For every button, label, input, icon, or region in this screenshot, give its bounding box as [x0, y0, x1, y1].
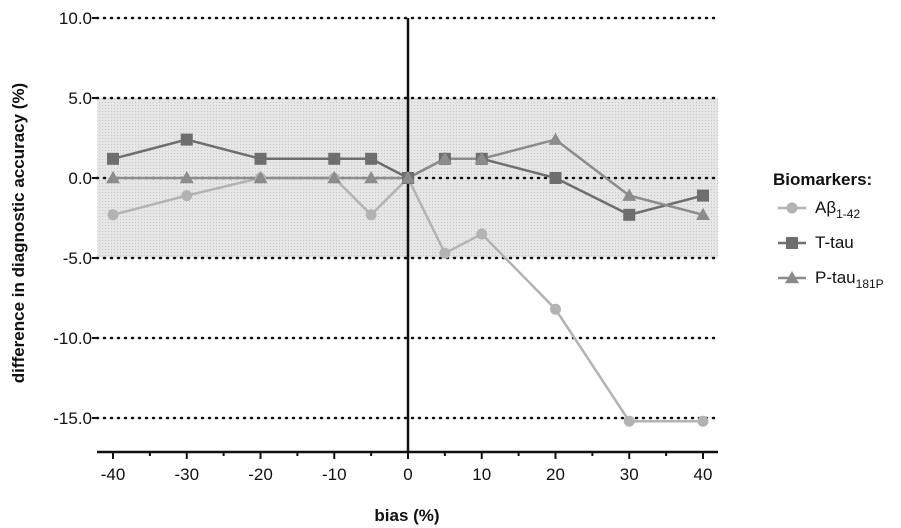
data-point	[622, 188, 637, 201]
data-point	[697, 189, 709, 202]
y-axis-title: difference in diagnostic accuracy (%)	[9, 83, 28, 383]
x-tick-label: 0	[403, 465, 412, 484]
data-point	[365, 209, 377, 221]
legend-label: Aβ1-42	[815, 198, 860, 221]
x-tick-label: 30	[620, 465, 639, 484]
legend-label: T-tau	[815, 233, 854, 252]
data-point	[623, 415, 635, 427]
data-point	[253, 171, 268, 184]
data-point	[365, 152, 378, 165]
x-tick-label: -30	[174, 465, 199, 484]
y-tick-label: 0.0	[68, 169, 92, 188]
x-tick-label: 20	[546, 465, 565, 484]
data-point	[439, 247, 451, 259]
legend-marker	[785, 271, 799, 284]
data-point	[696, 207, 710, 221]
data-point	[180, 133, 193, 146]
x-tick-label: -40	[101, 465, 126, 484]
data-point	[623, 208, 636, 221]
data-point	[327, 171, 342, 184]
data-point	[401, 171, 415, 184]
data-point	[474, 151, 489, 165]
data-point	[254, 152, 267, 165]
data-point	[364, 171, 379, 184]
data-point	[106, 171, 120, 184]
legend-label: P-tau181P	[815, 268, 884, 291]
x-axis-title: bias (%)	[374, 506, 439, 525]
y-tick-label: -5.0	[63, 249, 92, 268]
x-tick-label: -10	[322, 465, 347, 484]
legend-marker	[786, 237, 798, 249]
data-point	[107, 152, 119, 165]
x-tick-label: -20	[248, 465, 273, 484]
x-tick-label: 40	[694, 465, 713, 484]
data-point	[437, 151, 452, 165]
y-tick-label: -10.0	[53, 329, 92, 348]
y-tick-label: -15.0	[53, 409, 92, 428]
y-tick-label: 10.0	[59, 9, 92, 28]
data-point	[107, 209, 119, 221]
legend: Biomarkers: Aβ1-42 T-tau P-tau181P	[773, 170, 884, 291]
data-point	[697, 415, 709, 427]
legend-title: Biomarkers:	[773, 170, 872, 189]
data-point	[549, 172, 562, 184]
y-tick-label: 5.0	[68, 89, 92, 108]
data-point	[328, 152, 341, 165]
data-point	[181, 190, 193, 202]
data-point	[548, 132, 563, 145]
data-point	[476, 228, 488, 240]
x-tick-label: 10	[472, 465, 491, 484]
data-point	[179, 171, 194, 184]
legend-marker	[786, 202, 798, 214]
data-point	[550, 303, 561, 315]
